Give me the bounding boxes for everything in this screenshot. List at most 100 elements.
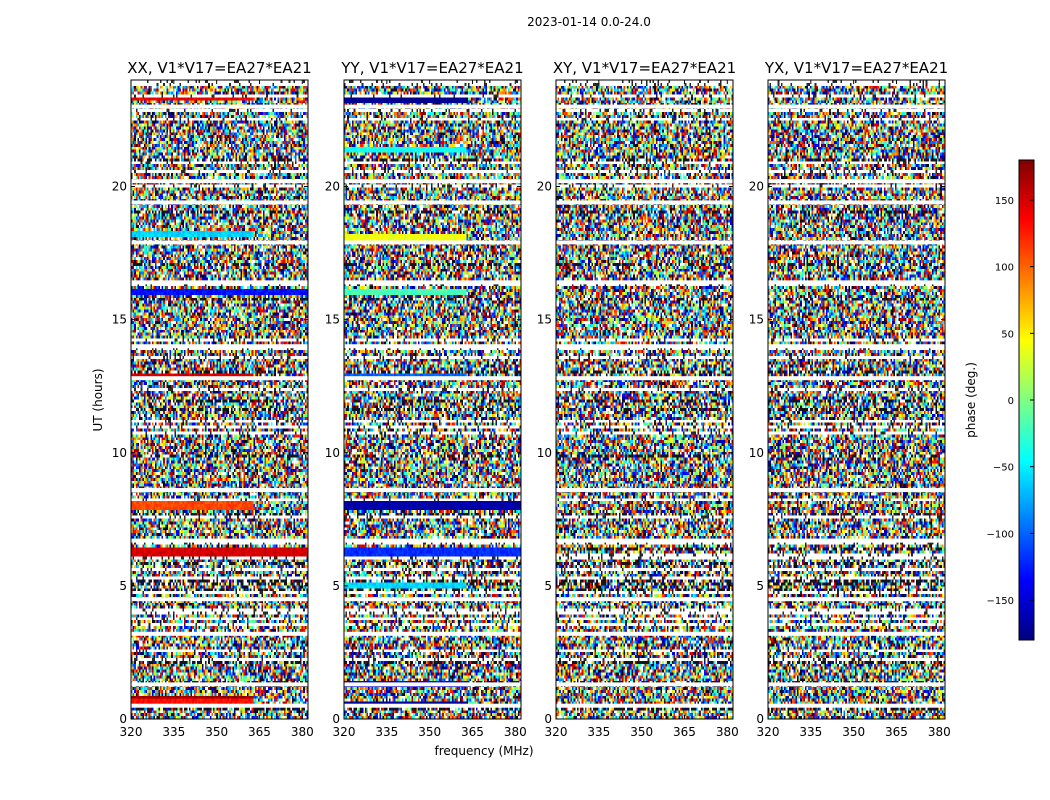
flagged-row: [768, 631, 945, 636]
flagged-row: [344, 104, 521, 109]
colorbar-tick-label: 150: [995, 196, 1014, 207]
panel-0: XX, V1*V17=EA27*EA21 320 335 350 365 380 0 5 10 1…: [112, 59, 314, 739]
panel-frame: [130, 79, 309, 720]
x-tick-label: 365: [461, 725, 484, 739]
figure-title: 2023-01-14 0.0-24.0: [527, 15, 651, 29]
x-tick-label: 335: [162, 725, 185, 739]
flagged-row: [556, 344, 733, 349]
y-tick-label: 5: [544, 579, 552, 593]
panel-title: YX, V1*V17=EA27*EA21: [764, 59, 948, 77]
y-tick-label: 0: [332, 712, 340, 726]
flagged-row: [344, 703, 521, 708]
x-tick-label: 350: [418, 725, 441, 739]
flagged-row: [556, 682, 733, 687]
flagged-row: [556, 179, 733, 184]
flagged-row: [768, 179, 945, 184]
y-tick-label: 15: [325, 313, 340, 327]
y-tick-label: 0: [544, 712, 552, 726]
flagged-row: [131, 682, 308, 687]
flagged-row: [131, 240, 308, 245]
flagged-row: [556, 488, 733, 493]
panel-1: YY, V1*V17=EA27*EA21 320 335 350 365 380 0 5 10 1…: [325, 59, 527, 739]
flagged-row: [131, 200, 308, 205]
panel-3: YX, V1*V17=EA27*EA21 320 335 350 365 380 0 5 10 1…: [749, 59, 951, 739]
flagged-row: [131, 538, 308, 543]
flagged-row: [344, 488, 521, 493]
flagged-row: [556, 376, 733, 381]
panel-title: XX, V1*V17=EA27*EA21: [127, 59, 311, 77]
flagged-row: [131, 376, 308, 381]
panel-heatmap: [344, 80, 521, 719]
colorbar: 150 100 50 0 −50 −100 −150 phase (deg.): [964, 159, 1035, 641]
x-tick-label: 350: [842, 725, 865, 739]
flagged-row: [556, 631, 733, 636]
flagged-row: [344, 597, 521, 602]
flagged-row: [131, 280, 308, 285]
flagged-row: [344, 682, 521, 687]
flagged-row: [131, 179, 308, 184]
x-tick-label: 380: [291, 725, 314, 739]
y-tick-label: 10: [749, 446, 764, 460]
flagged-row: [344, 280, 521, 285]
flagged-row: [344, 240, 521, 245]
flagged-row: [131, 104, 308, 109]
y-tick-label: 0: [756, 712, 764, 726]
y-tick-label: 10: [325, 446, 340, 460]
y-tick-label: 20: [749, 180, 764, 194]
y-tick-label: 20: [112, 180, 127, 194]
flagged-row: [768, 597, 945, 602]
x-tick-label: 335: [375, 725, 398, 739]
flagged-row: [344, 376, 521, 381]
flagged-row: [768, 104, 945, 109]
flagged-row: [131, 703, 308, 708]
flagged-row: [344, 344, 521, 349]
panel-frame: [767, 79, 946, 720]
flagged-row: [556, 703, 733, 708]
flagged-row: [768, 344, 945, 349]
x-tick-label: 365: [248, 725, 271, 739]
flagged-row: [556, 200, 733, 205]
flagged-row: [344, 631, 521, 636]
x-tick-label: 380: [716, 725, 739, 739]
panel-frame: [555, 79, 734, 720]
panel-heatmap: [556, 80, 733, 719]
x-tick-label: 335: [587, 725, 610, 739]
x-tick-label: 380: [928, 725, 951, 739]
flagged-row: [768, 682, 945, 687]
x-tick-label: 335: [799, 725, 822, 739]
y-tick-label: 15: [537, 313, 552, 327]
y-tick-label: 5: [119, 579, 127, 593]
x-tick-label: 365: [673, 725, 696, 739]
x-axis-label: frequency (MHz): [434, 744, 533, 758]
y-tick-label: 5: [332, 579, 340, 593]
x-tick-label: 350: [630, 725, 653, 739]
colorbar-tick-label: 50: [1001, 329, 1014, 340]
y-tick-label: 20: [325, 180, 340, 194]
colorbar-ticks: 150 100 50 0 −50 −100 −150: [987, 196, 1034, 607]
x-tick-label: 350: [205, 725, 228, 739]
colorbar-tick-label: 0: [1008, 396, 1014, 407]
flagged-row: [768, 280, 945, 285]
y-tick-label: 15: [749, 313, 764, 327]
colorbar-tick-label: −150: [987, 596, 1014, 607]
panel-2: XY, V1*V17=EA27*EA21 320 335 350 365 380 0 5 10 1…: [537, 59, 739, 739]
x-tick-label: 320: [757, 725, 780, 739]
flagged-row: [556, 104, 733, 109]
y-tick-label: 15: [112, 313, 127, 327]
flagged-row: [768, 703, 945, 708]
colorbar-tick-label: −50: [993, 463, 1014, 474]
y-tick-label: 10: [112, 446, 127, 460]
colorbar-tick-label: −100: [987, 529, 1014, 540]
panel-title: YY, V1*V17=EA27*EA21: [340, 59, 523, 77]
flagged-row: [556, 280, 733, 285]
flagged-row: [131, 631, 308, 636]
flagged-row: [344, 200, 521, 205]
y-tick-label: 20: [537, 180, 552, 194]
flagged-row: [768, 200, 945, 205]
y-tick-label: 0: [119, 712, 127, 726]
panel-frame: [343, 79, 522, 720]
panel-heatmap: [768, 80, 945, 719]
y-axis-label: UT (hours): [91, 368, 105, 431]
flagged-row: [768, 488, 945, 493]
